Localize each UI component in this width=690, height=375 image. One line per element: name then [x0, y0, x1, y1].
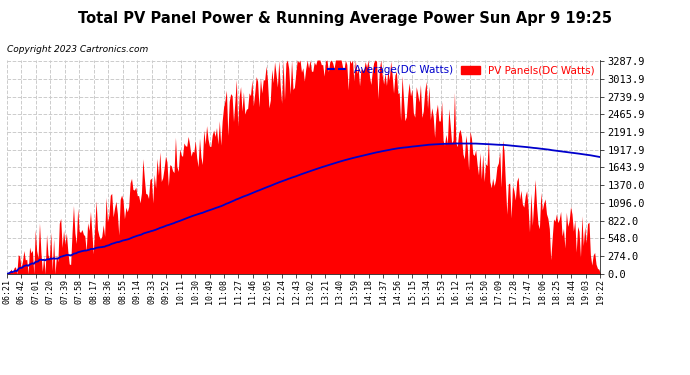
Text: Copyright 2023 Cartronics.com: Copyright 2023 Cartronics.com — [7, 45, 148, 54]
Text: Total PV Panel Power & Running Average Power Sun Apr 9 19:25: Total PV Panel Power & Running Average P… — [78, 11, 612, 26]
Legend: Average(DC Watts), PV Panels(DC Watts): Average(DC Watts), PV Panels(DC Watts) — [327, 65, 595, 75]
